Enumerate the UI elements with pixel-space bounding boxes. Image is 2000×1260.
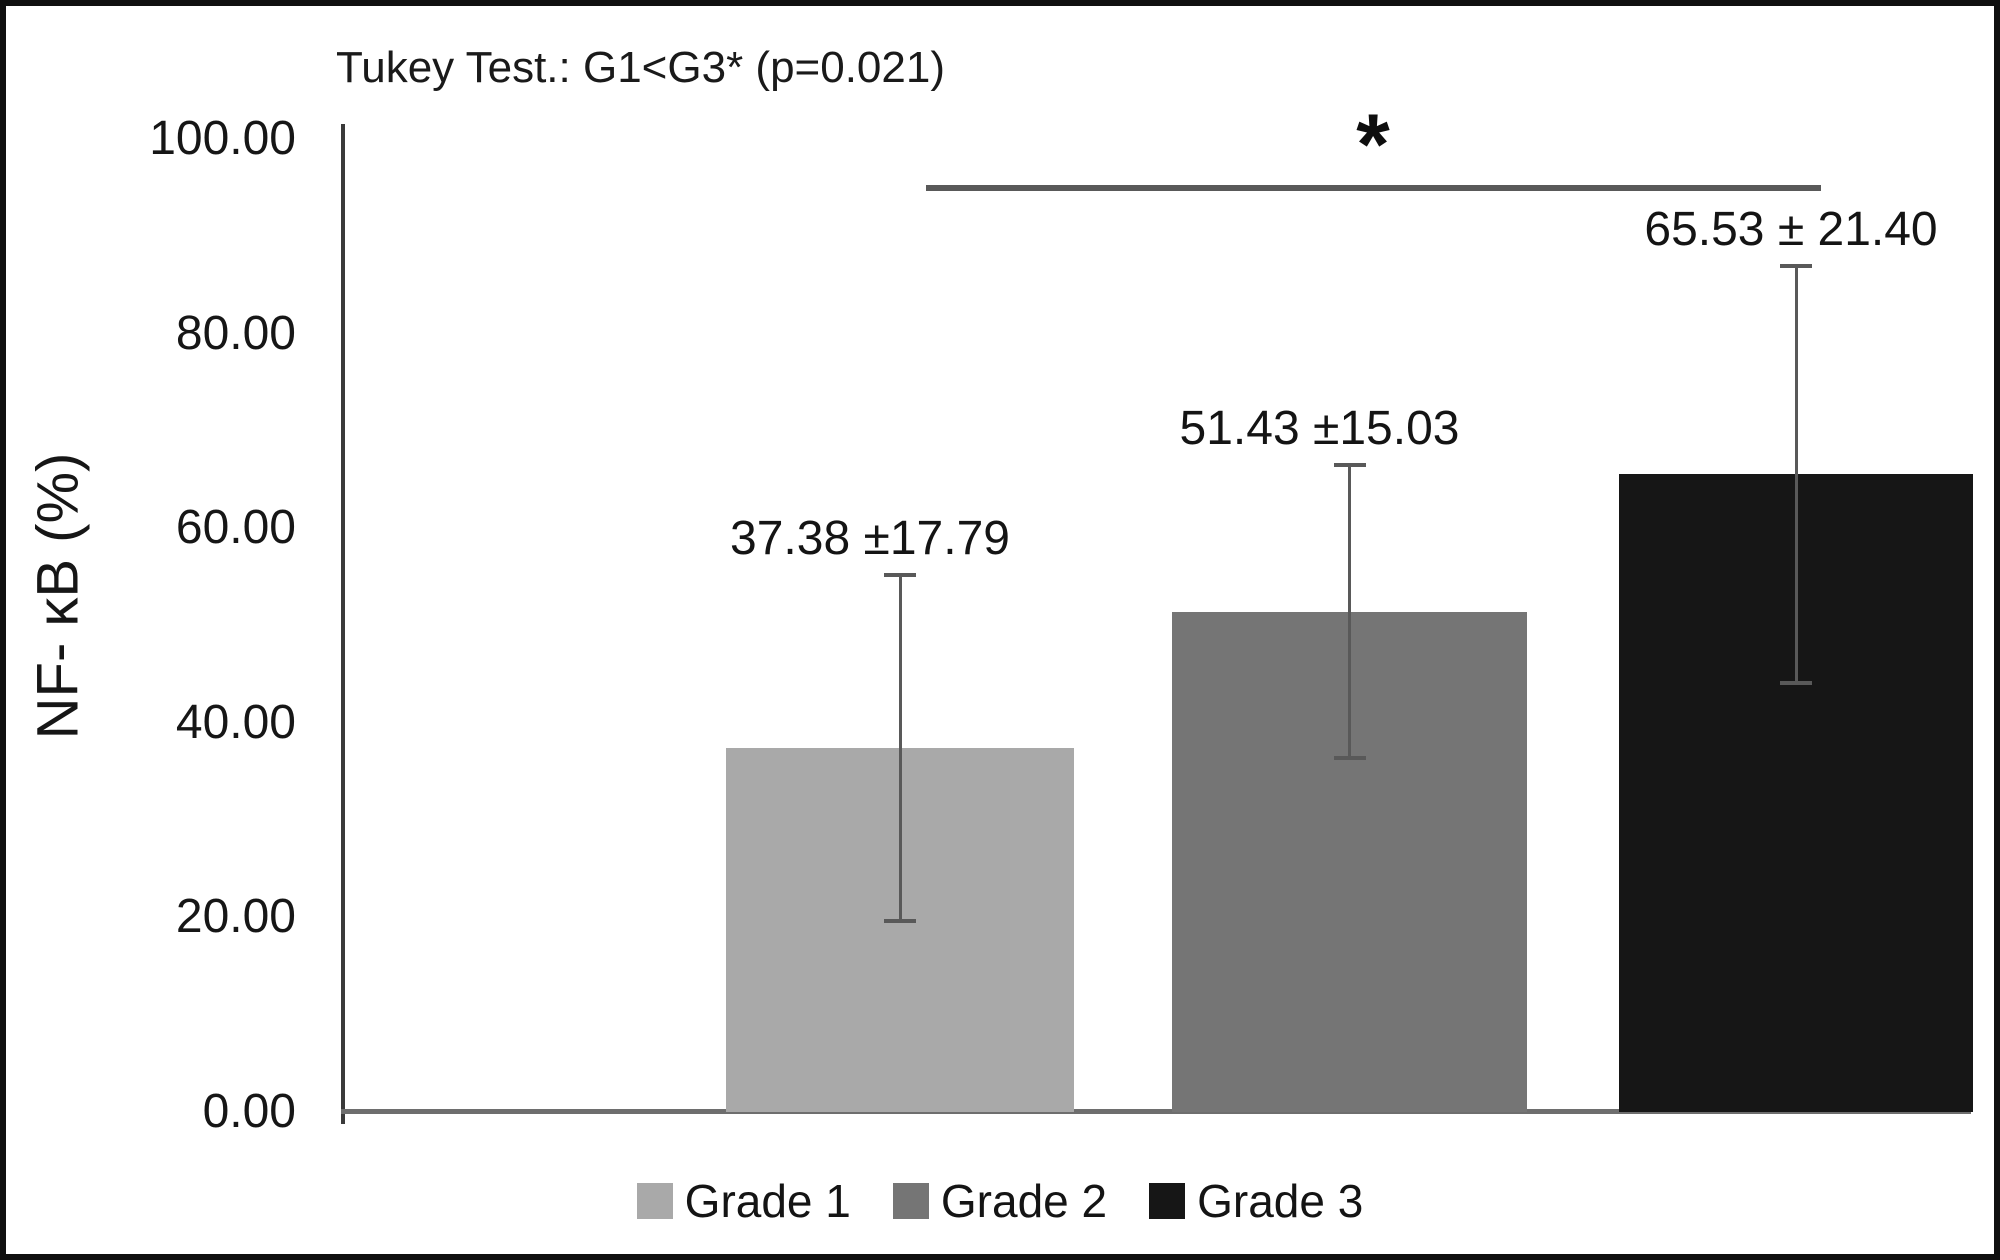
error-bar-cap xyxy=(1333,463,1366,468)
legend-swatch-icon xyxy=(892,1183,929,1219)
y-tick-label: 20.00 xyxy=(175,890,296,944)
y-tick-label: 80.00 xyxy=(175,306,296,360)
legend-item-grade-1: Grade 1 xyxy=(636,1175,851,1227)
significance-asterisk: * xyxy=(1356,97,1390,193)
y-tick-label: 40.00 xyxy=(175,695,296,749)
legend-swatch-icon xyxy=(1149,1183,1186,1219)
y-axis-line xyxy=(341,124,345,1124)
error-bar-cap xyxy=(884,573,916,578)
y-tick-label: 100.00 xyxy=(149,112,296,165)
error-bar-cap xyxy=(1780,264,1812,269)
legend-label: Grade 3 xyxy=(1197,1175,1364,1227)
y-tick-label: 60.00 xyxy=(175,501,296,555)
y-tick-label: 0.00 xyxy=(202,1085,296,1138)
x-axis-baseline xyxy=(341,1109,1971,1114)
bar-value-label: 37.38 ±17.79 xyxy=(730,512,1010,566)
chart-annotation: Tukey Test.: G1<G3* (p=0.021) xyxy=(336,43,945,92)
legend-label: Grade 1 xyxy=(684,1175,851,1227)
error-bar xyxy=(1348,465,1351,758)
error-bar xyxy=(1794,266,1798,683)
error-bar-cap xyxy=(884,919,916,924)
legend-item-grade-3: Grade 3 xyxy=(1149,1178,1363,1224)
legend-label: Grade 2 xyxy=(940,1175,1108,1227)
legend-item-grade-2: Grade 2 xyxy=(892,1175,1108,1227)
legend-swatch-icon xyxy=(636,1183,673,1219)
error-bar-cap xyxy=(1333,755,1366,760)
bar-value-label: 51.43 ±15.03 xyxy=(1179,402,1460,456)
bar-value-label: 65.53 ± 21.40 xyxy=(1644,203,1938,257)
error-bar-cap xyxy=(1780,680,1812,685)
legend: Grade 1 Grade 2 Grade 3 xyxy=(6,1178,1994,1224)
error-bar xyxy=(898,575,902,922)
significance-line xyxy=(926,185,1821,191)
